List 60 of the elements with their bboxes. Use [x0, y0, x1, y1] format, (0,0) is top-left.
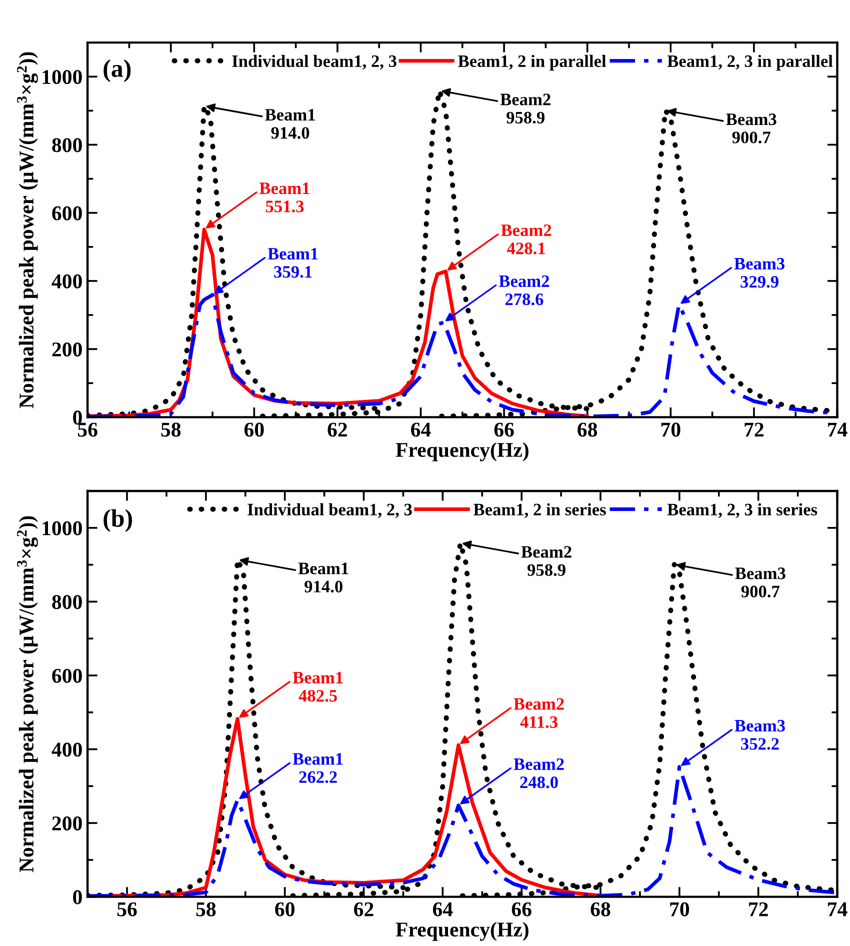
x-tick-label: 62 — [354, 902, 374, 916]
text: (a) — [104, 59, 131, 82]
annotation: Beam3 900.7 — [726, 113, 776, 144]
annotation: Beam3 352.2 — [734, 720, 785, 750]
annotation: Beam2 248.0 — [514, 758, 564, 788]
x-tick-label: 60 — [244, 422, 264, 437]
annotation: Beam2 958.9 — [521, 546, 572, 576]
x-tick-label: 58 — [196, 902, 216, 916]
x-tick-label: 70 — [661, 422, 680, 437]
x-tick-label: 66 — [512, 902, 532, 916]
y-tick-label: 0 — [73, 410, 82, 425]
annotation: Beam1 359.1 — [268, 248, 318, 278]
x-tick-label: 68 — [590, 902, 610, 916]
annotation: Beam3 900.7 — [735, 568, 786, 598]
x-tick-label: 62 — [328, 422, 347, 437]
annotation: Beam1 551.3 — [259, 182, 310, 212]
x-tick-label: 74 — [828, 422, 848, 437]
y-tick-label: 1000 — [42, 521, 82, 536]
x-tick-label: 58 — [161, 422, 181, 437]
annotation: Beam1 482.5 — [292, 672, 343, 702]
legend-label: Beam1, 2 in series — [474, 503, 606, 518]
x-tick-label: 72 — [744, 422, 764, 437]
annotation: Beam2 428.1 — [501, 224, 552, 254]
legend-label: Individual beam1, 2, 3 — [248, 503, 412, 518]
x-tick-label: 56 — [78, 422, 98, 437]
x-tick-label: 68 — [578, 422, 598, 437]
annotation: Beam1 914.0 — [298, 562, 348, 593]
annotation: Beam2 278.6 — [498, 275, 550, 306]
y-tick-label: 200 — [52, 816, 82, 830]
y-tick-label: 400 — [52, 742, 82, 757]
annotation: Beam1 914.0 — [265, 108, 315, 139]
x-tick-label: 72 — [749, 902, 768, 916]
x-axis-title: Frequency(Hz) — [396, 442, 528, 462]
y-tick-label: 1000 — [42, 70, 82, 84]
annotation: Beam2 958.9 — [500, 94, 550, 124]
y-tick-label: 600 — [52, 206, 82, 220]
legend-label: Beam1, 2, 3 in parallel — [667, 54, 833, 71]
x-axis-title: Frequency(Hz) — [396, 922, 528, 941]
y-axis-title: Normalized peak power (μW/(mm$^{3}$×g$^{2}$)) — [16, 52, 38, 408]
x-tick-label: 60 — [275, 902, 294, 916]
x-tick-label: 70 — [670, 902, 690, 916]
y-tick-label: 0 — [73, 890, 82, 904]
legend-label: Beam1, 2 in parallel — [458, 54, 606, 71]
x-tick-label: 74 — [828, 902, 848, 916]
annotation: Beam3 329.9 — [734, 258, 784, 288]
x-tick-label: 66 — [494, 422, 514, 437]
x-tick-label: 64 — [411, 422, 431, 437]
x-tick-label: 64 — [432, 902, 453, 916]
legend-label: Individual beam1, 2, 3 — [232, 54, 396, 70]
annotation: Beam2 411.3 — [514, 698, 564, 728]
y-axis-title: Normalized peak power (μW/(mm$^{3}$×g$^{2}$)) — [16, 516, 38, 872]
x-tick-label: 56 — [117, 902, 137, 916]
legend-label: Beam1, 2, 3 in series — [667, 503, 818, 518]
y-tick-label: 600 — [52, 668, 82, 683]
y-tick-label: 200 — [52, 342, 82, 357]
annotation: Beam1 262.2 — [292, 753, 343, 784]
y-tick-label: 400 — [52, 274, 82, 288]
text: (b) — [104, 509, 132, 532]
y-tick-label: 800 — [52, 138, 82, 152]
y-tick-label: 800 — [52, 595, 82, 610]
